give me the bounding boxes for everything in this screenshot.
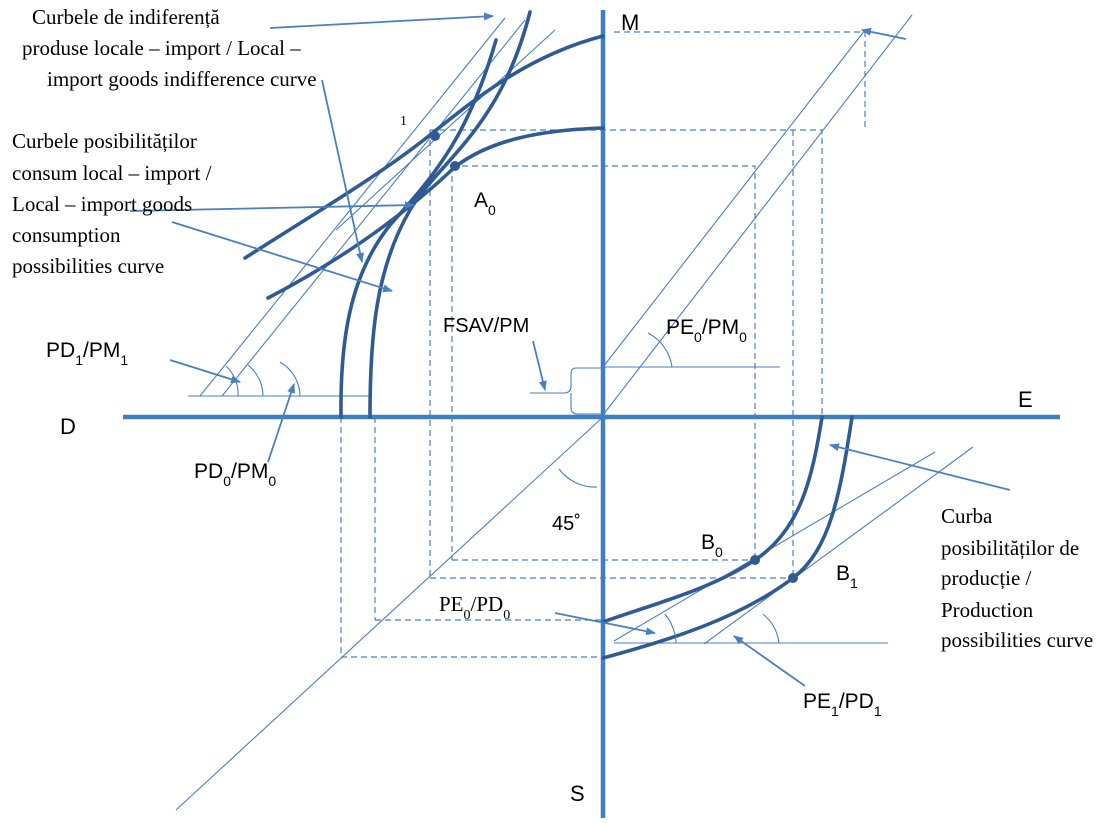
axis-label-s: S bbox=[570, 781, 585, 806]
pe0-pm0-price-line bbox=[602, 29, 866, 368]
pd0-pm0-price-line-a bbox=[221, 19, 526, 397]
dashed-guide-m bbox=[614, 31, 866, 130]
pe1-pd1-price-line bbox=[703, 446, 974, 645]
line-45-degree bbox=[175, 416, 604, 811]
ratio-pe0-pm0: PE0/PM0 bbox=[666, 316, 747, 345]
point-a0 bbox=[450, 161, 460, 171]
point-label-b0: B0 bbox=[701, 531, 723, 560]
indifference-curves-label: Curbele de indiferență produse locale – … bbox=[22, 5, 317, 91]
axis-label-m: M bbox=[621, 10, 639, 35]
production-curve-label: Curba posibilităților de producție / Pro… bbox=[941, 504, 1093, 652]
consumption-curve-1 bbox=[243, 34, 605, 260]
angle-arc-pd0b bbox=[279, 361, 301, 397]
arrow-m bbox=[861, 27, 907, 40]
arrow-fsav bbox=[532, 340, 547, 391]
angle-45-label: 45˚ bbox=[552, 513, 581, 535]
dashed-rect-2 bbox=[452, 165, 756, 560]
axis-label-d: D bbox=[60, 414, 76, 439]
point-b1 bbox=[788, 573, 798, 583]
angle-arc-pe0-pm0 bbox=[647, 332, 673, 368]
ratio-pd1-pm1: PD1/PM1 bbox=[46, 339, 128, 368]
arrow-cons-1 bbox=[129, 201, 415, 212]
angle-arc-pe1-pd1 bbox=[762, 613, 780, 644]
consumption-curves-label: Curbele posibilităților consum local – i… bbox=[12, 129, 217, 278]
indifference-curve-1 bbox=[339, 38, 498, 419]
ratio-pe1-pd1: PE1/PD1 bbox=[803, 690, 882, 719]
axis-label-e: E bbox=[1018, 387, 1033, 412]
angle-arc-pe0-pd0 bbox=[664, 613, 677, 644]
pe1-pm1-price-line bbox=[602, 14, 913, 416]
arrow-pd1 bbox=[169, 359, 241, 384]
point-label-b1: B1 bbox=[836, 562, 858, 591]
angle-arc-pd0 bbox=[247, 364, 264, 397]
arrow-pe0-pd0 bbox=[554, 612, 656, 636]
fsav-brace bbox=[530, 367, 603, 415]
point-label-a0: A0 bbox=[474, 189, 496, 218]
arrow-pe1-pd1 bbox=[733, 635, 806, 687]
arrow-indiff-curve bbox=[321, 79, 364, 263]
arrow-production bbox=[829, 443, 1011, 491]
consumption-curve-0 bbox=[266, 126, 605, 300]
arrow-cons-2 bbox=[171, 221, 393, 293]
ratio-pd0-pm0: PD0/PM0 bbox=[194, 460, 276, 489]
arrow-pd0 bbox=[267, 383, 295, 463]
one-mark: 1 bbox=[400, 114, 407, 129]
point-b0 bbox=[750, 555, 760, 565]
dashed-rect-1 bbox=[430, 129, 823, 417]
ratio-pe0-pd0: PE0/PD0 bbox=[439, 592, 510, 623]
angle-arc-45 bbox=[558, 468, 598, 488]
point-a1 bbox=[430, 131, 440, 141]
fsav-label: FSAV/PM bbox=[443, 315, 529, 337]
arrow-indiff-top bbox=[269, 12, 494, 29]
pe0-pd0-price-line bbox=[613, 451, 936, 642]
indifference-curve-0 bbox=[368, 10, 532, 419]
production-curve-0 bbox=[601, 415, 824, 624]
